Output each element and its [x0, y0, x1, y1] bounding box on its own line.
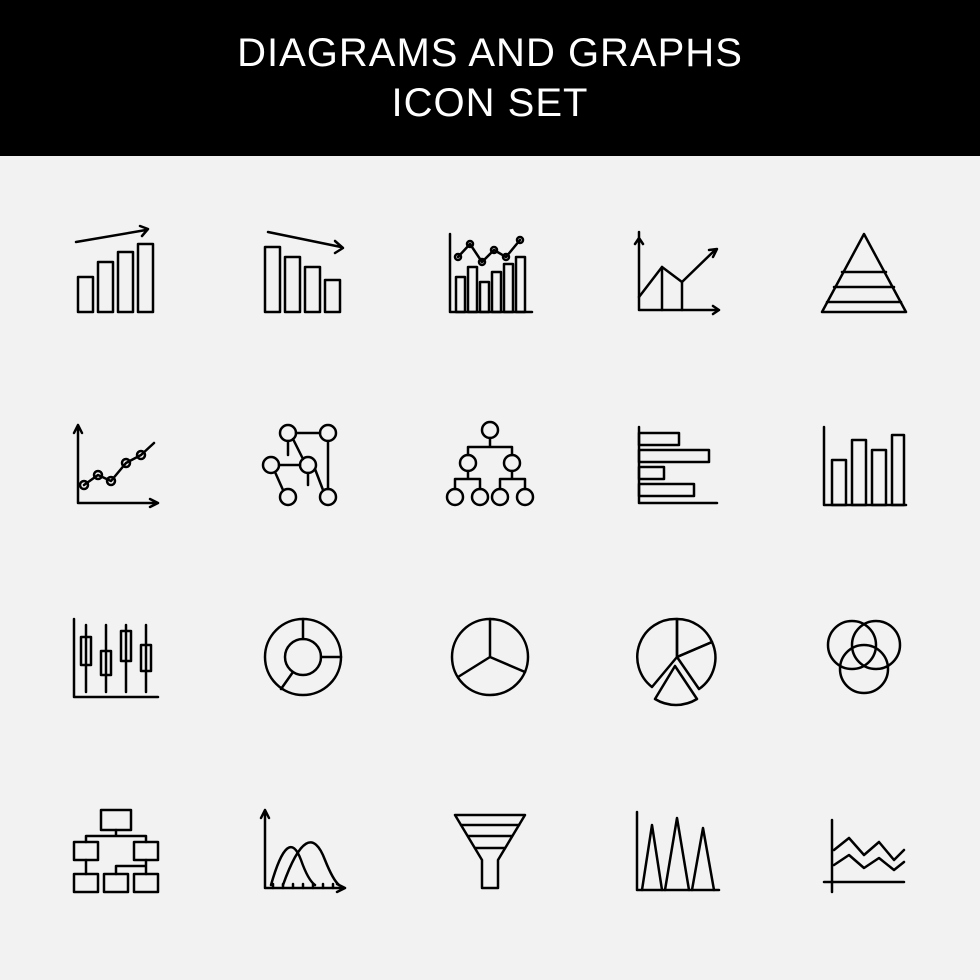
area-chart-icon	[606, 206, 748, 339]
distribution-icon	[232, 784, 374, 917]
pyramid-chart-icon	[793, 206, 935, 339]
line-chart-axis-icon	[793, 784, 935, 917]
donut-chart-icon	[232, 591, 374, 724]
candlestick-icon	[45, 591, 187, 724]
pie-exploded-icon	[606, 591, 748, 724]
column-chart-icon	[793, 399, 935, 532]
spike-chart-icon	[606, 784, 748, 917]
combo-chart-icon	[419, 206, 561, 339]
pie-3-icon	[419, 591, 561, 724]
network-graph-icon	[232, 399, 374, 532]
horizontal-bar-icon	[606, 399, 748, 532]
title-line-1: DIAGRAMS AND GRAPHS	[237, 31, 743, 75]
scatter-line-icon	[45, 399, 187, 532]
page-title: DIAGRAMS AND GRAPHS ICON SET	[0, 28, 980, 128]
bar-chart-down-icon	[232, 206, 374, 339]
venn-diagram-icon	[793, 591, 935, 724]
funnel-chart-icon	[419, 784, 561, 917]
org-tree-icon	[419, 399, 561, 532]
icon-grid	[0, 156, 980, 966]
bar-chart-up-icon	[45, 206, 187, 339]
title-line-2: ICON SET	[392, 81, 589, 125]
header: DIAGRAMS AND GRAPHS ICON SET	[0, 0, 980, 156]
flowchart-icon	[45, 784, 187, 917]
